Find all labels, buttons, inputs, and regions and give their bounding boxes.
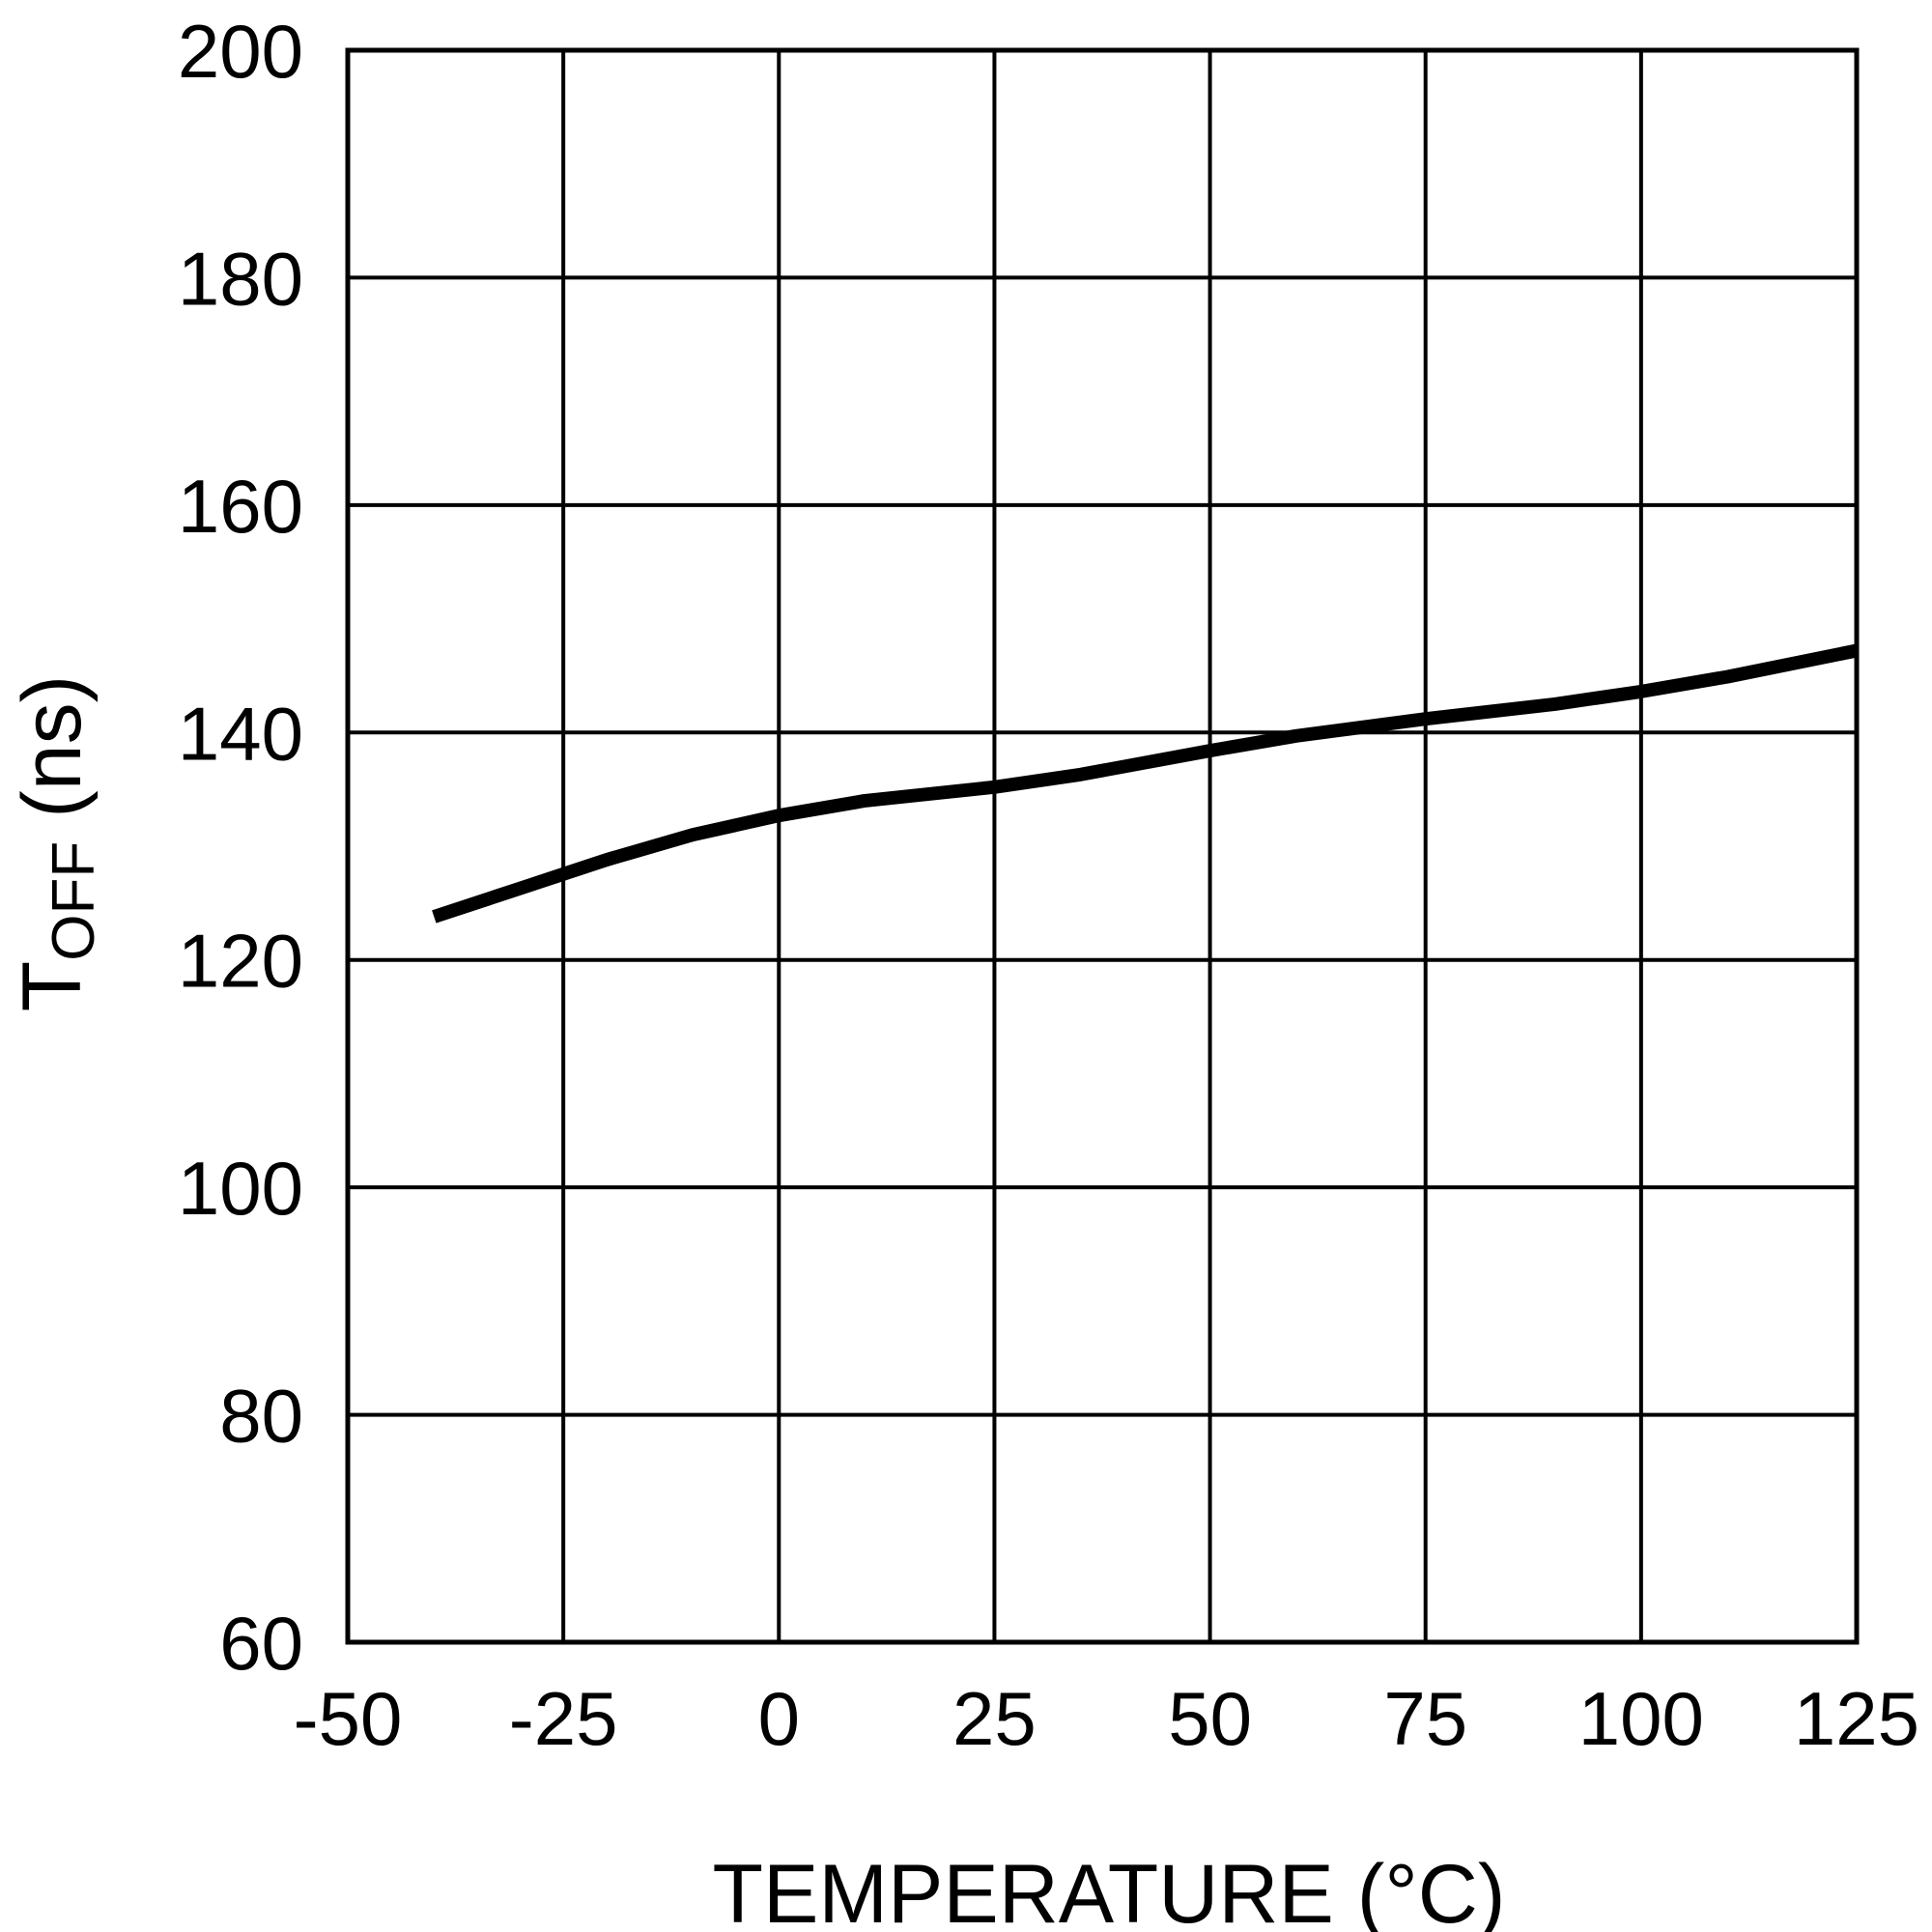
- y-tick-label: 180: [178, 236, 303, 321]
- x-axis-title: TEMPERATURE (°C): [712, 1848, 1505, 1932]
- y-axis-title-main: T: [6, 961, 99, 1012]
- x-tick-label: 0: [758, 1676, 800, 1761]
- x-tick-label: -50: [294, 1676, 403, 1761]
- x-tick-label: 125: [1794, 1676, 1919, 1761]
- plot-frame: [345, 47, 1860, 1645]
- series-line: [432, 643, 1859, 923]
- y-tick-label: 80: [219, 1374, 303, 1459]
- y-axis-title: TOFF (ns): [6, 675, 107, 1012]
- x-tick-label: 25: [952, 1676, 1037, 1761]
- y-axis-title-unit: (ns): [6, 675, 99, 841]
- x-tick-label: 75: [1383, 1676, 1467, 1761]
- y-tick-label: 60: [219, 1601, 303, 1686]
- x-tick-label: 50: [1168, 1676, 1252, 1761]
- x-tick-labels: -50 -25 0 25 50 75 100 125: [294, 1676, 1919, 1761]
- y-axis-title-subscript: OFF: [41, 841, 107, 961]
- y-tick-label: 160: [178, 464, 303, 549]
- y-tick-label: 120: [178, 919, 303, 1004]
- y-tick-label: 100: [178, 1146, 303, 1231]
- y-tick-label: 140: [178, 691, 303, 776]
- y-tick-labels: 60 80 100 120 140 160 180 200: [178, 9, 303, 1686]
- x-tick-label: -25: [509, 1676, 618, 1761]
- x-tick-label: 100: [1578, 1676, 1704, 1761]
- y-tick-label: 200: [178, 9, 303, 94]
